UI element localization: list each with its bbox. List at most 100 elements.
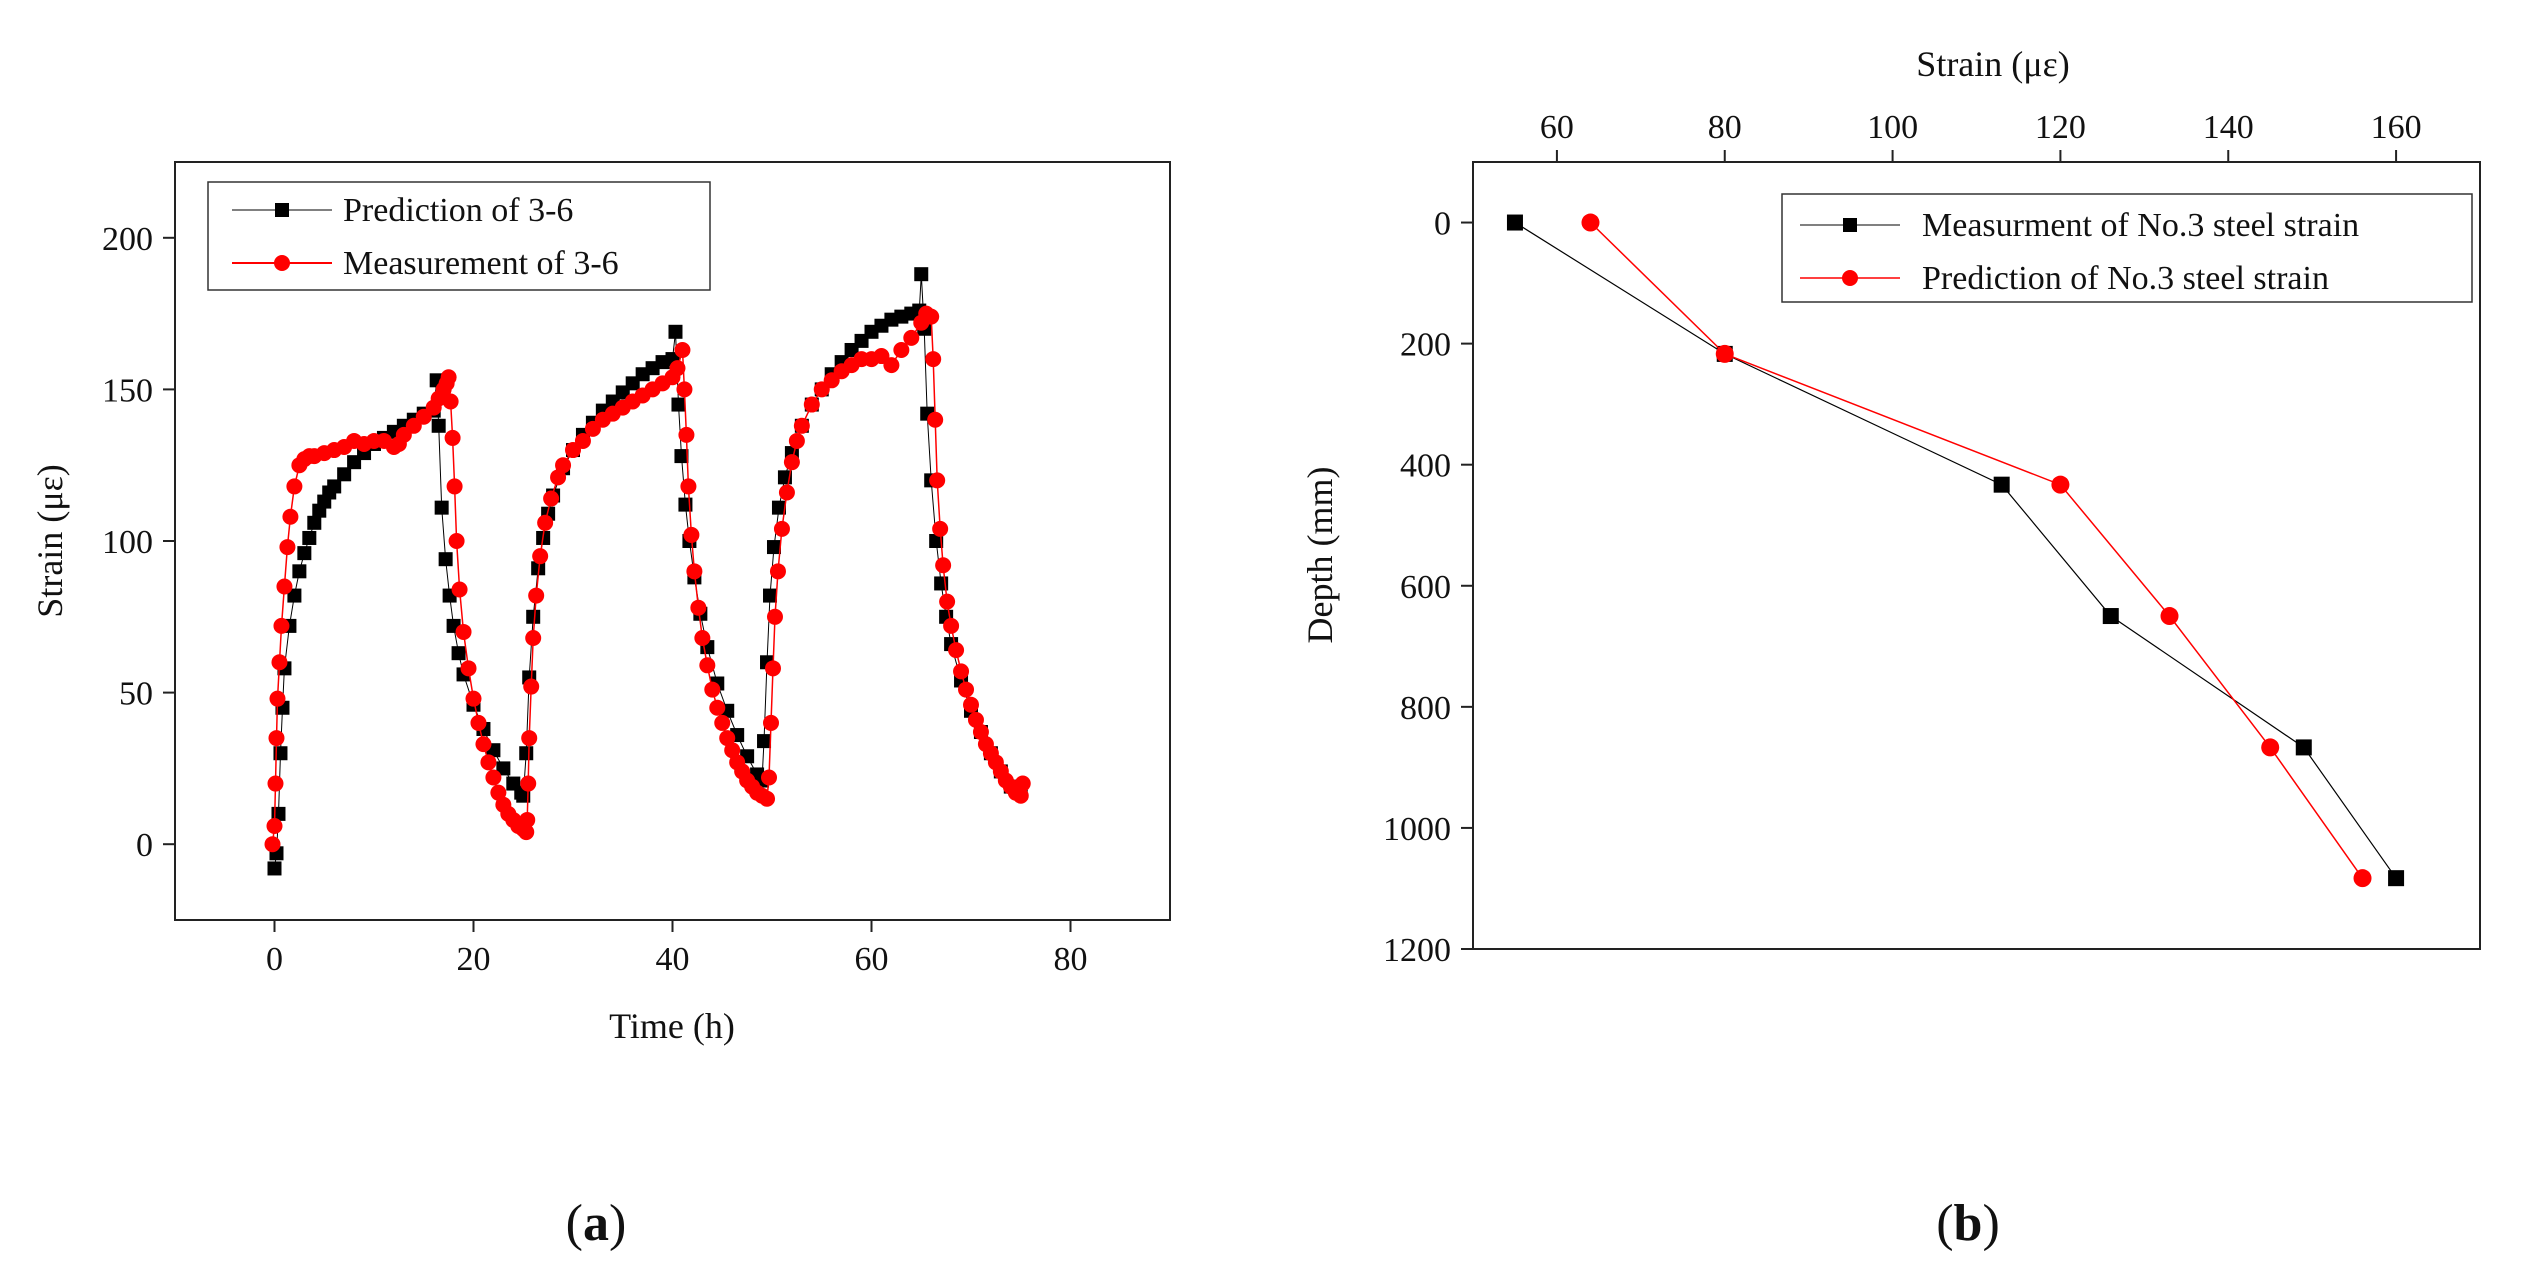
chart-a: 0 20 40 60 80 0 50 100 150 200 Time (h) Strain (μ… xyxy=(30,161,1171,1046)
chart-a-point-measurement xyxy=(699,657,716,674)
chart-a-point-prediction xyxy=(292,564,307,579)
chart-a-point-measurement xyxy=(953,663,970,680)
chart-a-point-prediction xyxy=(516,788,531,803)
chart-a-point-prediction xyxy=(287,588,302,603)
chart-a-point-measurement xyxy=(759,790,776,807)
chart-a-point-measurement xyxy=(783,454,800,471)
chart-b-point-measurement xyxy=(2388,870,2405,887)
chart-a-point-measurement xyxy=(893,341,910,358)
chart-a-point-measurement xyxy=(268,730,285,747)
chart-a-point-measurement xyxy=(972,724,989,741)
chart-a-y-tick-label: 100 xyxy=(102,524,153,561)
chart-a-point-measurement xyxy=(446,478,463,495)
chart-a-point-measurement xyxy=(490,784,507,801)
chart-a-point-measurement xyxy=(939,593,956,610)
chart-a-x-tick-label: 40 xyxy=(656,941,690,978)
chart-a-x-tick-label: 60 xyxy=(855,941,889,978)
chart-a-point-measurement xyxy=(793,417,810,434)
chart-a-point-measurement xyxy=(1014,775,1031,792)
chart-a-point-measurement xyxy=(680,478,697,495)
chart-b-y-axis-title: Depth (mm) xyxy=(1300,467,1340,644)
chart-a-point-prediction xyxy=(451,646,466,661)
chart-a-point-measurement xyxy=(714,714,731,731)
chart-a-y-tick-label: 150 xyxy=(102,372,153,409)
chart-b-legend-marker-prediction xyxy=(1842,270,1858,286)
chart-a-point-prediction xyxy=(302,530,317,545)
chart-b-series-line-prediction xyxy=(1589,221,2364,879)
chart-a-point-measurement xyxy=(574,432,591,449)
chart-a-plot-frame xyxy=(174,161,1171,921)
chart-a-point-measurement xyxy=(519,811,536,828)
chart-a-x-tick-label: 20 xyxy=(457,941,491,978)
chart-a-point-measurement xyxy=(550,469,567,486)
chart-a-point-prediction xyxy=(771,500,786,515)
chart-b: 60 80 100 120 140 160 0 200 400 600 800 1000 1200 St… xyxy=(1300,44,2481,969)
chart-a-point-measurement xyxy=(678,426,695,443)
chart-a-point-prediction xyxy=(297,546,312,561)
chart-a-point-measurement xyxy=(266,818,283,835)
chart-b-ticks: 60 80 100 120 140 160 0 200 400 600 800 1000 1200 xyxy=(1383,109,2422,969)
chart-a-point-prediction xyxy=(438,552,453,567)
chart-a-point-measurement xyxy=(537,514,554,531)
chart-a-point-prediction xyxy=(307,515,322,530)
chart-a-point-prediction xyxy=(327,479,342,494)
chart-a-point-measurement xyxy=(674,341,691,358)
chart-a-point-measurement xyxy=(923,308,940,325)
chart-a-point-measurement xyxy=(761,769,778,786)
chart-b-x-tick-label: 160 xyxy=(2371,109,2422,146)
chart-b-plot-frame xyxy=(1472,161,2481,950)
chart-b-point-measurement xyxy=(2295,739,2312,756)
chart-a-point-measurement xyxy=(690,599,707,616)
chart-b-y-tick-label: 200 xyxy=(1400,327,1451,364)
chart-a-point-measurement xyxy=(523,678,540,695)
chart-b-x-tick-label: 120 xyxy=(2035,109,2086,146)
chart-b-point-prediction xyxy=(2353,869,2372,888)
chart-b-point-measurement xyxy=(2102,608,2119,625)
chart-a-point-measurement xyxy=(927,411,944,428)
chart-a-point-measurement xyxy=(963,696,979,713)
chart-b-point-prediction xyxy=(1581,213,1600,232)
chart-a-y-tick-label: 200 xyxy=(102,221,153,258)
chart-a-point-measurement xyxy=(455,623,472,640)
chart-a-x-axis-title: Time (h) xyxy=(609,1006,735,1046)
chart-a-point-measurement xyxy=(903,329,920,346)
chart-a-legend-marker-measurement xyxy=(274,255,290,271)
chart-a-point-measurement xyxy=(520,775,537,792)
chart-a-point-measurement xyxy=(948,642,965,659)
chart-a-point-measurement xyxy=(676,381,693,398)
chart-a-point-measurement xyxy=(276,578,293,595)
chart-a-point-measurement xyxy=(470,714,487,731)
chart-a-point-prediction xyxy=(531,561,546,576)
chart-a-point-prediction xyxy=(434,500,449,515)
chart-b-y-tick-label: 1000 xyxy=(1383,811,1451,848)
chart-a-point-measurement xyxy=(485,769,502,786)
chart-a-point-measurement xyxy=(521,730,538,747)
chart-b-x-tick-label: 80 xyxy=(1708,109,1742,146)
chart-a-ticks: 0 20 40 60 80 0 50 100 150 200 xyxy=(102,221,1088,978)
chart-b-legend-label-measurement: Measurment of No.3 steel strain xyxy=(1922,207,2359,244)
panel-label-b: (b) xyxy=(1936,1195,2000,1252)
chart-b-x-tick-label: 140 xyxy=(2203,109,2254,146)
chart-b-point-prediction xyxy=(1715,344,1734,363)
chart-a-point-measurement xyxy=(967,711,984,728)
chart-b-y-tick-label: 400 xyxy=(1400,448,1451,485)
chart-a-point-prediction xyxy=(671,397,686,412)
chart-b-x-axis-title: Strain (με) xyxy=(1916,44,2069,84)
chart-a-point-measurement xyxy=(769,563,786,580)
chart-a-point-measurement xyxy=(766,608,783,625)
chart-a-point-prediction xyxy=(763,588,778,603)
chart-a-point-measurement xyxy=(935,557,952,574)
chart-a-point-measurement xyxy=(282,508,299,525)
chart-b-y-tick-label: 600 xyxy=(1400,569,1451,606)
chart-a-point-prediction xyxy=(496,761,511,776)
chart-a-x-tick-label: 80 xyxy=(1054,941,1088,978)
chart-a-legend: Prediction of 3-6 Measurement of 3-6 xyxy=(207,181,711,291)
chart-a-point-prediction xyxy=(267,861,282,876)
chart-a-point-measurement xyxy=(480,754,497,771)
chart-a-point-measurement xyxy=(279,539,296,556)
chart-b-point-prediction xyxy=(2160,607,2179,626)
chart-a-point-measurement xyxy=(273,617,290,634)
chart-b-legend-label-prediction: Prediction of No.3 steel strain xyxy=(1922,260,2329,297)
chart-a-point-measurement xyxy=(773,520,790,537)
chart-a-y-tick-label: 50 xyxy=(119,676,153,713)
